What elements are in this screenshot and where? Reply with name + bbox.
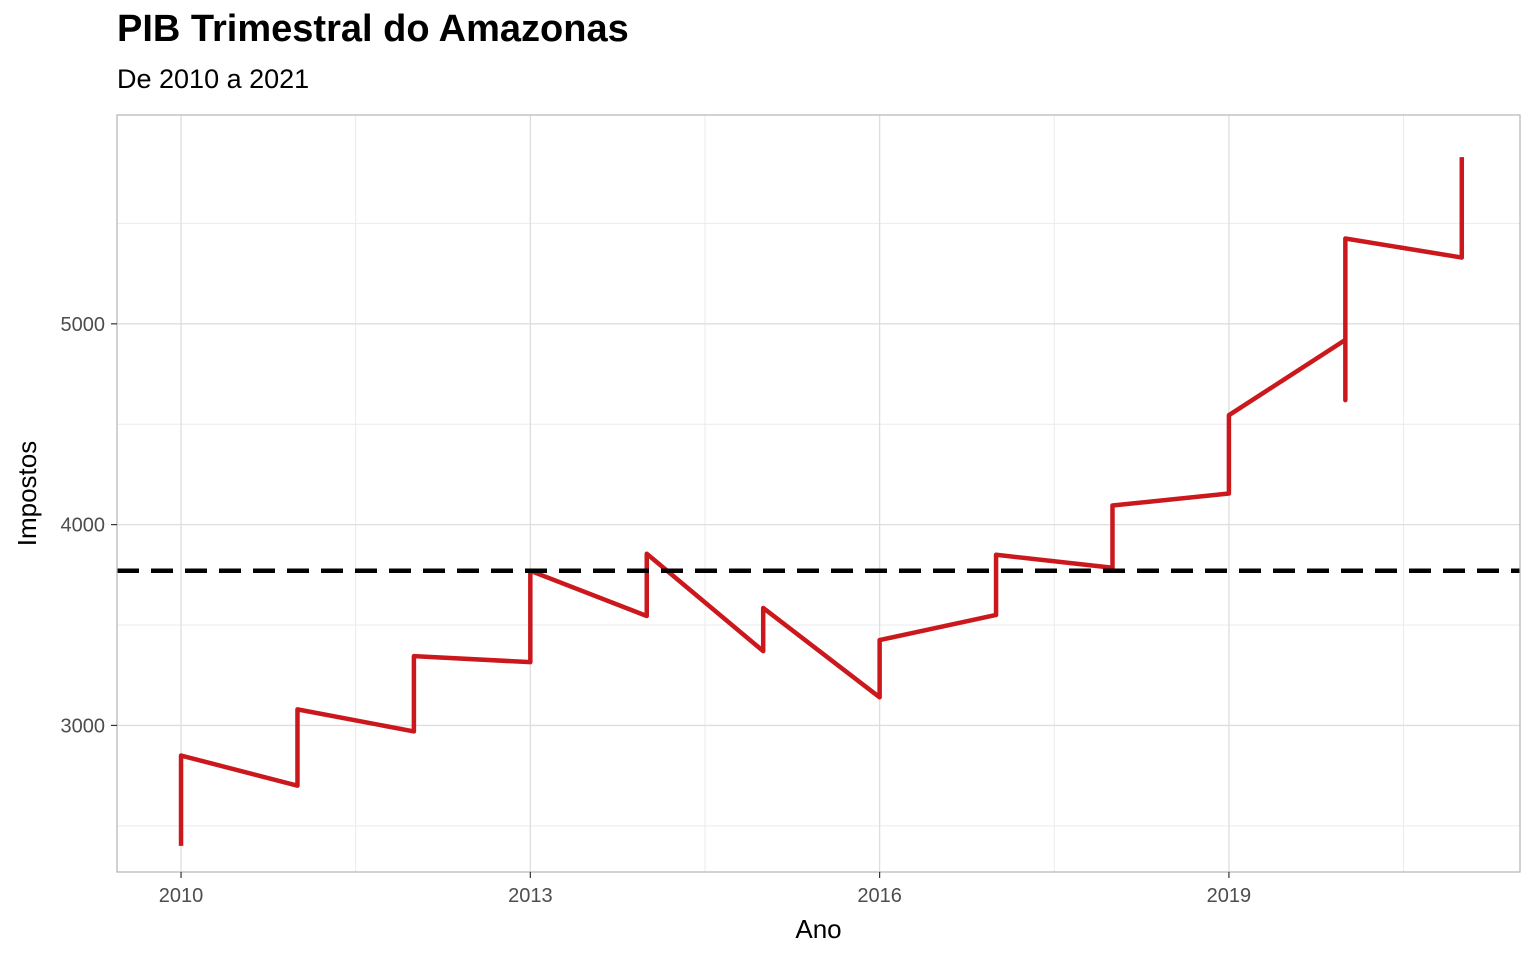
series-layer xyxy=(178,157,1465,846)
x-axis: 2010 2013 2016 2019 xyxy=(159,872,1251,907)
series-line-1 xyxy=(178,157,1465,846)
plot-panel xyxy=(117,115,1520,872)
x-tick-label: 2016 xyxy=(857,885,902,907)
chart-title: PIB Trimestral do Amazonas xyxy=(117,8,629,50)
chart-subtitle: De 2010 a 2021 xyxy=(117,64,310,94)
x-tick-label: 2010 xyxy=(159,885,204,907)
y-axis: 3000 4000 5000 xyxy=(61,314,117,737)
y-axis-title: Impostos xyxy=(12,441,42,547)
minor-grid xyxy=(117,115,1520,872)
y-tick-label: 4000 xyxy=(61,515,106,537)
y-tick-label: 3000 xyxy=(61,715,106,737)
plot-border xyxy=(116,114,1521,873)
x-axis-title: Ano xyxy=(795,914,841,944)
x-tick-label: 2019 xyxy=(1207,885,1252,907)
x-tick-label: 2013 xyxy=(508,885,553,907)
y-tick-label: 5000 xyxy=(61,314,106,336)
